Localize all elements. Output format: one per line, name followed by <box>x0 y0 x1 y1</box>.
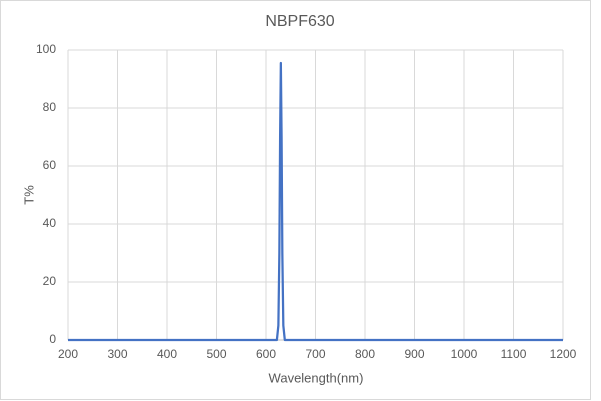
x-tick-label: 800 <box>355 347 375 361</box>
x-tick-label: 1000 <box>451 347 478 361</box>
x-tick-label: 1200 <box>550 347 577 361</box>
x-tick-label: 300 <box>107 347 127 361</box>
y-tick-label: 80 <box>43 100 57 114</box>
y-tick-label: 40 <box>43 216 57 230</box>
y-axis-label: T% <box>21 185 36 205</box>
y-tick-label: 20 <box>43 274 57 288</box>
x-tick-label: 1100 <box>501 347 527 361</box>
chart-title: NBPF630 <box>265 13 334 30</box>
y-tick-label: 0 <box>49 332 56 346</box>
y-tick-label: 60 <box>43 158 57 172</box>
x-tick-label: 500 <box>206 347 226 361</box>
data-line <box>68 61 563 342</box>
x-tick-label: 400 <box>157 347 177 361</box>
x-tick-label: 700 <box>305 347 325 361</box>
y-tick-label: 100 <box>36 42 56 56</box>
x-axis-label: Wavelength(nm) <box>269 370 364 385</box>
x-tick-label: 900 <box>404 347 424 361</box>
x-tick-label: 600 <box>256 347 276 361</box>
x-tick-label: 200 <box>58 347 78 361</box>
